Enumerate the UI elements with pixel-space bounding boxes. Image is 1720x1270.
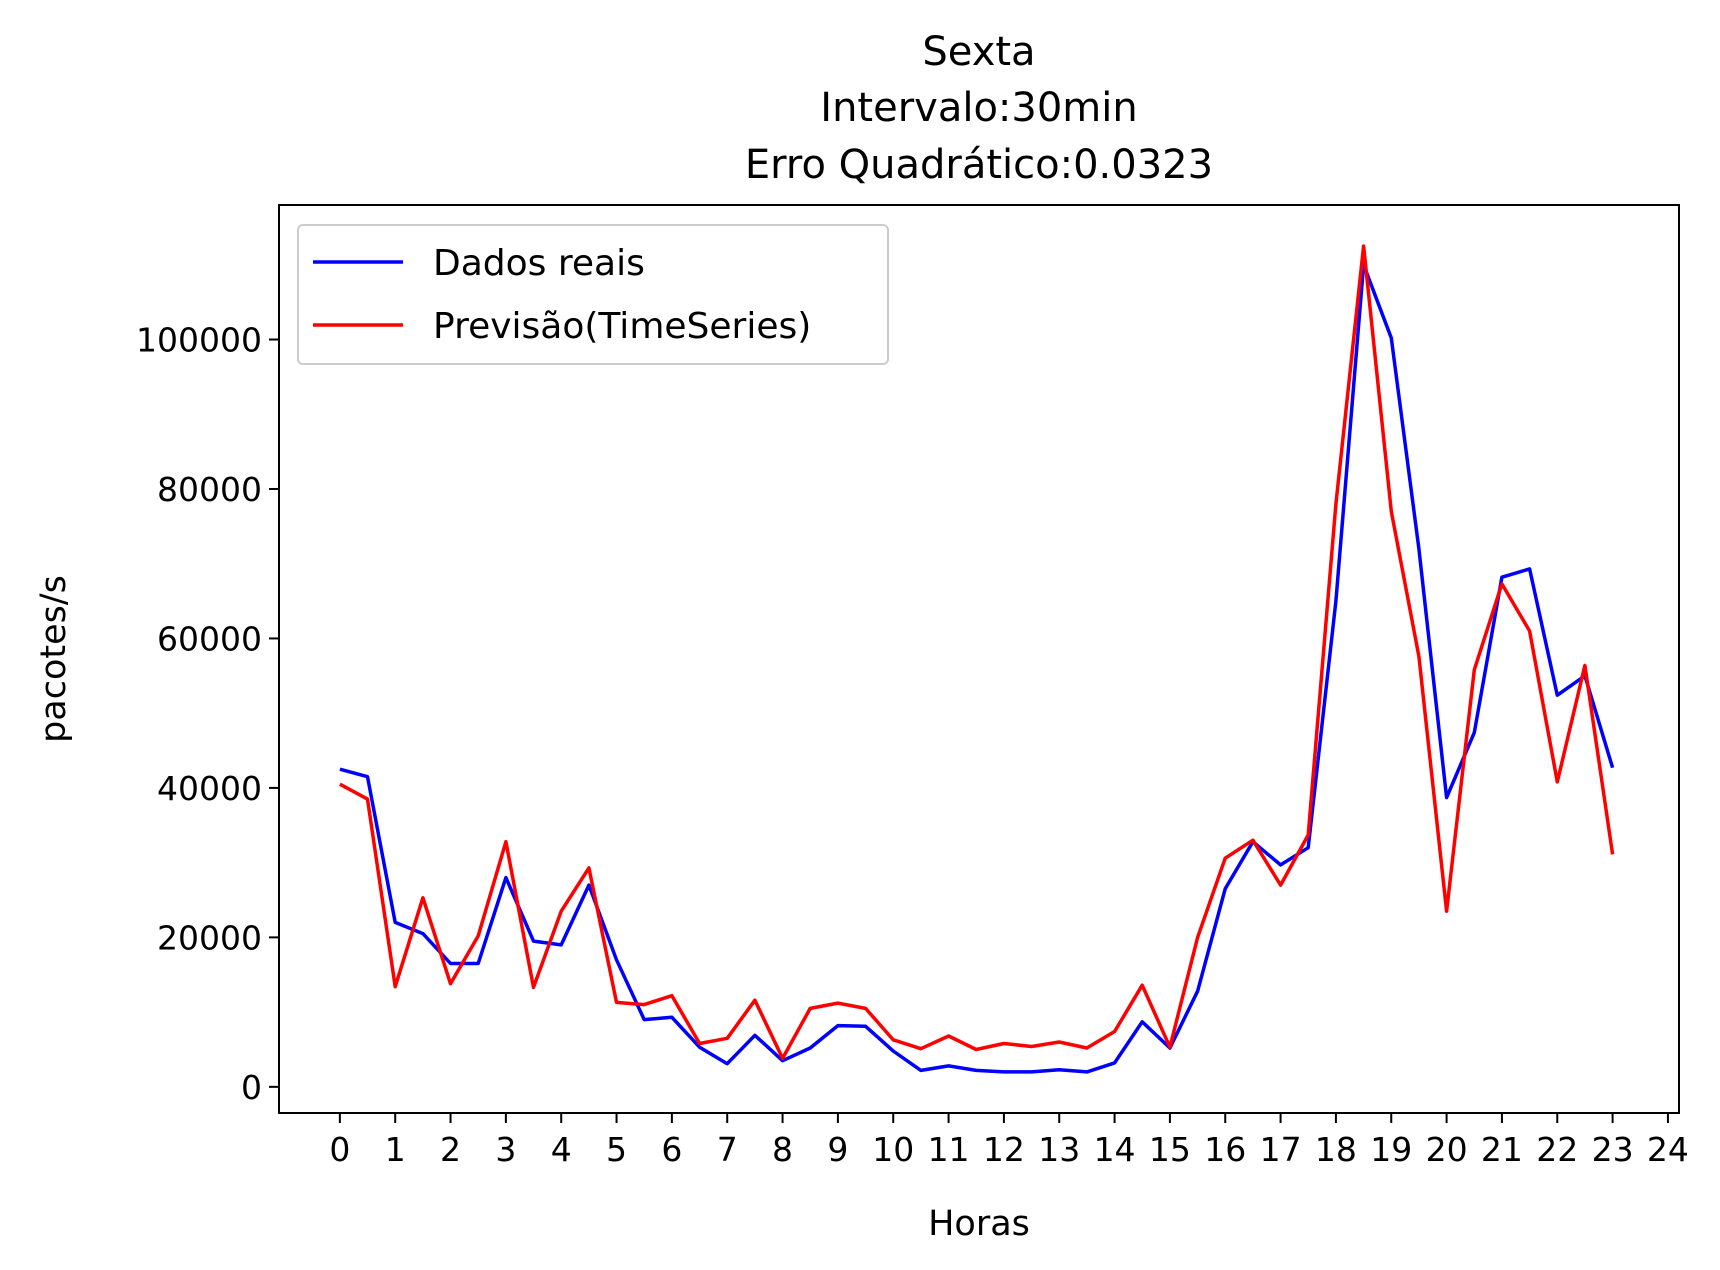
x-tick-label: 3: [495, 1130, 516, 1169]
x-tick-label: 24: [1647, 1130, 1689, 1169]
y-tick-label: 60000: [157, 619, 262, 658]
x-tick-label: 7: [717, 1130, 738, 1169]
x-tick-label: 0: [329, 1130, 350, 1169]
x-tick-label: 15: [1149, 1130, 1191, 1169]
legend-frame: [297, 224, 889, 365]
legend-label-dados-reais: Dados reais: [433, 243, 645, 284]
plot-frame: [278, 204, 1680, 1114]
x-tick-label: 17: [1260, 1130, 1302, 1169]
series-line-1: [339, 244, 1615, 1061]
y-tick-label: 0: [241, 1068, 262, 1107]
x-tick-label: 10: [872, 1130, 914, 1169]
chart-title-line-3: Erro Quadrático:0.0323: [745, 142, 1213, 188]
legend: Dados reais Previsão(TimeSeries): [297, 224, 889, 365]
chart-title-line-2: Intervalo:30min: [820, 85, 1137, 131]
y-tick-label: 100000: [136, 321, 262, 360]
x-tick-label: 8: [772, 1130, 793, 1169]
x-tick-label: 14: [1094, 1130, 1136, 1169]
x-tick-label: 22: [1536, 1130, 1578, 1169]
x-tick-label: 16: [1204, 1130, 1246, 1169]
y-tick-label: 20000: [157, 918, 262, 957]
x-tick-label: 9: [827, 1130, 848, 1169]
x-tick-label: 23: [1592, 1130, 1634, 1169]
x-tick-label: 11: [928, 1130, 970, 1169]
chart-title-line-1: Sexta: [922, 29, 1035, 75]
series-line-0: [339, 263, 1615, 1074]
y-axis-ticks: 0 20000 40000 60000 80000 100000: [136, 321, 279, 1107]
x-tick-label: 21: [1481, 1130, 1523, 1169]
series-layer: [339, 244, 1615, 1074]
x-tick-label: 19: [1370, 1130, 1412, 1169]
x-tick-label: 20: [1426, 1130, 1468, 1169]
x-tick-label: 5: [606, 1130, 627, 1169]
y-axis-label: pacotes/s: [34, 575, 74, 743]
x-axis-ticks: 0 1 2 3 4 5 6 7 8 9 10 11 12 13 14 15 16 17 18 19 20 21 22 23 24: [329, 1113, 1689, 1169]
x-axis-label: Horas: [928, 1204, 1030, 1244]
legend-label-previsao: Previsão(TimeSeries): [433, 306, 811, 347]
x-tick-label: 2: [440, 1130, 461, 1169]
x-tick-label: 12: [983, 1130, 1025, 1169]
y-tick-label: 80000: [157, 470, 262, 509]
x-tick-label: 4: [551, 1130, 572, 1169]
x-tick-label: 18: [1315, 1130, 1357, 1169]
x-tick-label: 13: [1038, 1130, 1080, 1169]
y-tick-label: 40000: [157, 769, 262, 808]
x-tick-label: 6: [661, 1130, 682, 1169]
x-tick-label: 1: [385, 1130, 406, 1169]
